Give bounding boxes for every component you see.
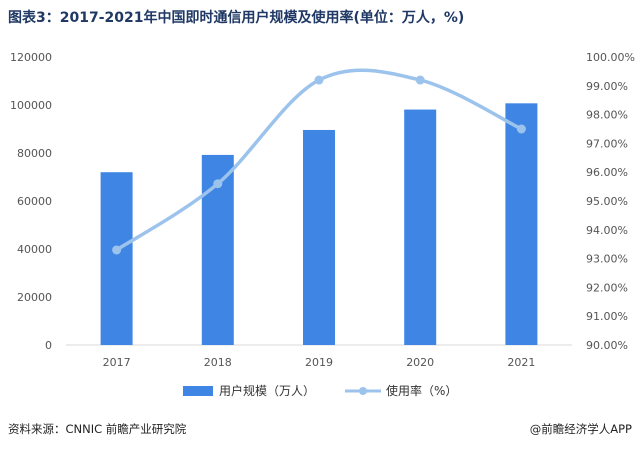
x-axis-ticks: 2017 2018 2019 2020 2021	[103, 356, 536, 369]
right-tick-label: 98.00%	[586, 109, 628, 122]
line-point	[415, 75, 425, 85]
usage-rate-line	[114, 68, 524, 252]
legend-label-line: 使用率（%）	[386, 383, 457, 398]
right-tick-label: 97.00%	[586, 137, 628, 150]
legend-label-bar: 用户规模（万人）	[219, 383, 315, 398]
x-tick-label: 2019	[305, 356, 333, 369]
right-tick-label: 96.00%	[586, 166, 628, 179]
left-tick-label: 40000	[17, 243, 52, 256]
x-tick-label: 2017	[103, 356, 131, 369]
source-note: 资料来源：CNNIC 前瞻产业研究院	[8, 422, 187, 436]
legend-swatch-marker	[359, 387, 367, 395]
left-tick-label: 0	[45, 339, 52, 352]
bar	[505, 103, 538, 345]
right-axis-ticks: 90.00% 91.00% 92.00% 93.00% 94.00% 95.00% 96.0…	[586, 51, 635, 352]
left-tick-label: 60000	[17, 195, 52, 208]
line-series	[112, 68, 526, 255]
right-tick-label: 95.00%	[586, 195, 628, 208]
right-tick-label: 100.00%	[586, 51, 635, 64]
line-point	[314, 75, 324, 85]
left-tick-label: 100000	[10, 99, 52, 112]
right-tick-label: 93.00%	[586, 253, 628, 266]
right-tick-label: 90.00%	[586, 339, 628, 352]
chart-title: 图表3：2017-2021年中国即时通信用户规模及使用率(单位：万人，%)	[8, 10, 465, 26]
right-tick-label: 91.00%	[586, 310, 628, 323]
x-tick-label: 2021	[507, 356, 535, 369]
left-axis-ticks: 0 20000 40000 60000 80000 100000 120000	[10, 51, 52, 352]
left-tick-label: 120000	[10, 51, 52, 64]
bar	[100, 172, 133, 345]
line-point	[112, 245, 122, 255]
left-tick-label: 80000	[17, 147, 52, 160]
line-point	[213, 179, 223, 189]
bar	[404, 109, 437, 345]
legend-swatch-bar	[183, 386, 213, 396]
left-tick-label: 20000	[17, 291, 52, 304]
x-tick-label: 2018	[204, 356, 232, 369]
brand-credit: @前瞻经济学人APP	[529, 422, 632, 436]
bars	[100, 103, 538, 345]
right-tick-label: 94.00%	[586, 224, 628, 237]
bar	[303, 129, 335, 345]
legend: 用户规模（万人） 使用率（%）	[183, 383, 457, 398]
x-tick-label: 2020	[406, 356, 434, 369]
right-tick-label: 92.00%	[586, 281, 628, 294]
line-point	[516, 124, 526, 134]
right-tick-label: 99.00%	[586, 80, 628, 93]
